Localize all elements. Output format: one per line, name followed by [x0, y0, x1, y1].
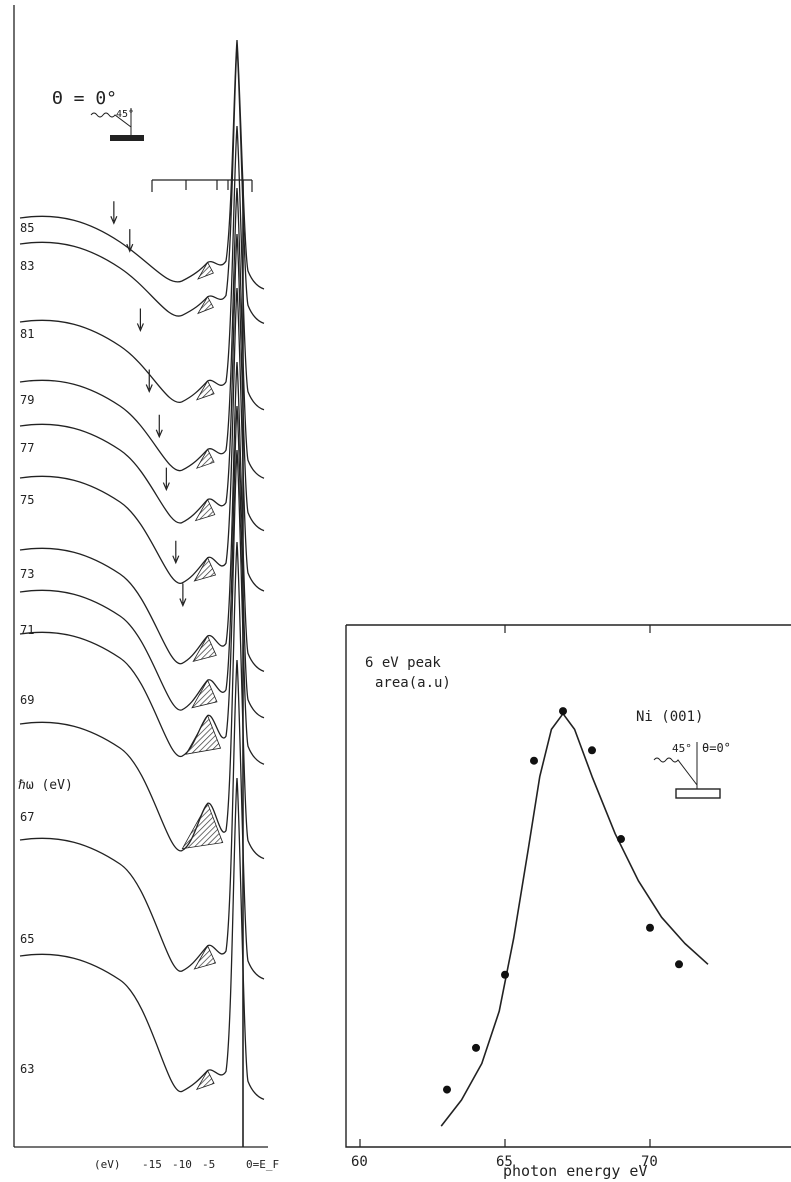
- plot-frame: [345, 625, 791, 1148]
- data-point: [443, 1085, 451, 1094]
- spectrum-label: 69: [20, 693, 34, 707]
- x-axis-label: photon energy eV: [503, 1162, 648, 1180]
- y-title-line2: area(a.u): [375, 675, 451, 691]
- hatched-peak: [181, 802, 224, 850]
- spectrum-label: 83: [20, 259, 34, 273]
- hatched-peak: [197, 261, 214, 280]
- data-point: [617, 835, 625, 844]
- spectrum-curve: [19, 777, 265, 1101]
- hatched-peak: [197, 295, 214, 315]
- hatched-peak: [195, 1069, 215, 1091]
- data-point: [646, 923, 654, 932]
- spectrum-curve: [19, 449, 265, 765]
- spectrum-curve: [19, 45, 265, 325]
- spectrum-label: 77: [20, 441, 34, 455]
- x-tick-label: 0=E_F: [246, 1158, 279, 1171]
- spectra-curves: [19, 39, 265, 1101]
- inset-angle-45: 45°: [672, 742, 692, 755]
- spectrum-curve: [19, 39, 265, 290]
- hatched-peak: [193, 556, 217, 582]
- hatched-peak: [195, 448, 215, 469]
- spectrum-curve: [19, 187, 265, 479]
- spectrum-curve: [19, 541, 265, 860]
- peak-area-panel: 6 eV peak area(a.u) Ni (001) 45° θ=0° 60…: [345, 624, 791, 1180]
- spectrum-label: 71: [20, 623, 34, 637]
- spectrum-label: 65: [20, 932, 34, 946]
- hatched-peak: [192, 635, 217, 663]
- x-tick-label: -10: [172, 1158, 192, 1171]
- x-tick-label: 65: [496, 1154, 513, 1170]
- hatched-peak: [191, 679, 218, 709]
- arrow-marker: [172, 540, 180, 565]
- x-tick-label: 70: [641, 1154, 658, 1170]
- angle-label: Θ = 0°: [52, 88, 117, 109]
- spectrum-curve: [19, 233, 265, 532]
- data-points: [443, 707, 683, 1094]
- spectra-labels: 85 83 81 79 77 75 73 71 69 67 65 63: [20, 221, 34, 1076]
- sample-label: Ni (001): [636, 709, 703, 725]
- hatched-peak: [193, 944, 217, 970]
- arrow-marker: [110, 201, 118, 225]
- inset-angle-theta: θ=0°: [702, 741, 731, 755]
- spectrum-curve: [19, 125, 265, 411]
- geometry-inset-left: 45°: [90, 108, 144, 141]
- data-point: [501, 970, 509, 979]
- hatched-peak: [195, 380, 215, 401]
- hatched-peak: [194, 498, 216, 522]
- fit-curve: [440, 712, 709, 1127]
- data-point: [588, 746, 596, 755]
- arrow-marker: [155, 414, 163, 439]
- data-point: [530, 756, 538, 765]
- inset-angle: 45°: [116, 109, 134, 120]
- spectra-panel: Θ = 0° 45° 85 83 81 79 77 75 73 71 69 67 65 63 ℏω (…: [13, 5, 279, 1171]
- photon-energy-side-label: ℏω (eV): [18, 778, 73, 793]
- data-point: [559, 707, 567, 716]
- left-x-tick-labels: (eV) -15 -10 -5 0=E_F: [94, 1158, 279, 1171]
- spectrum-label: 75: [20, 493, 34, 507]
- fit-curve-line: [440, 712, 709, 1127]
- arrow-marker: [136, 308, 144, 332]
- hatched-peak: [185, 714, 222, 755]
- arrow-marker: [126, 229, 134, 253]
- x-tick-label: -5: [202, 1158, 215, 1171]
- arrow-marker: [145, 369, 153, 394]
- spectrum-curve: [19, 361, 265, 673]
- spectrum-curve: [19, 287, 265, 592]
- right-x-ticks: 60 65 70: [351, 625, 658, 1170]
- spectrum-label: 73: [20, 567, 34, 581]
- x-tick-label: 60: [351, 1154, 368, 1170]
- data-point: [675, 960, 683, 969]
- spectrum-label: 79: [20, 393, 34, 407]
- y-title-line1: 6 eV peak: [365, 655, 441, 671]
- spectrum-curve: [19, 659, 265, 980]
- spectrum-label: 67: [20, 810, 34, 824]
- spectrum-curve: [19, 405, 265, 719]
- spectrum-label: 63: [20, 1062, 34, 1076]
- geometry-inset-right: 45° θ=0°: [653, 741, 731, 799]
- arrow-marker: [162, 467, 170, 492]
- data-point: [472, 1043, 480, 1052]
- arrow-marker: [179, 583, 187, 608]
- spectrum-label: 85: [20, 221, 34, 235]
- x-tick-label: -15: [142, 1158, 162, 1171]
- spectrum-label: 81: [20, 327, 34, 341]
- x-unit-label: (eV): [94, 1158, 121, 1171]
